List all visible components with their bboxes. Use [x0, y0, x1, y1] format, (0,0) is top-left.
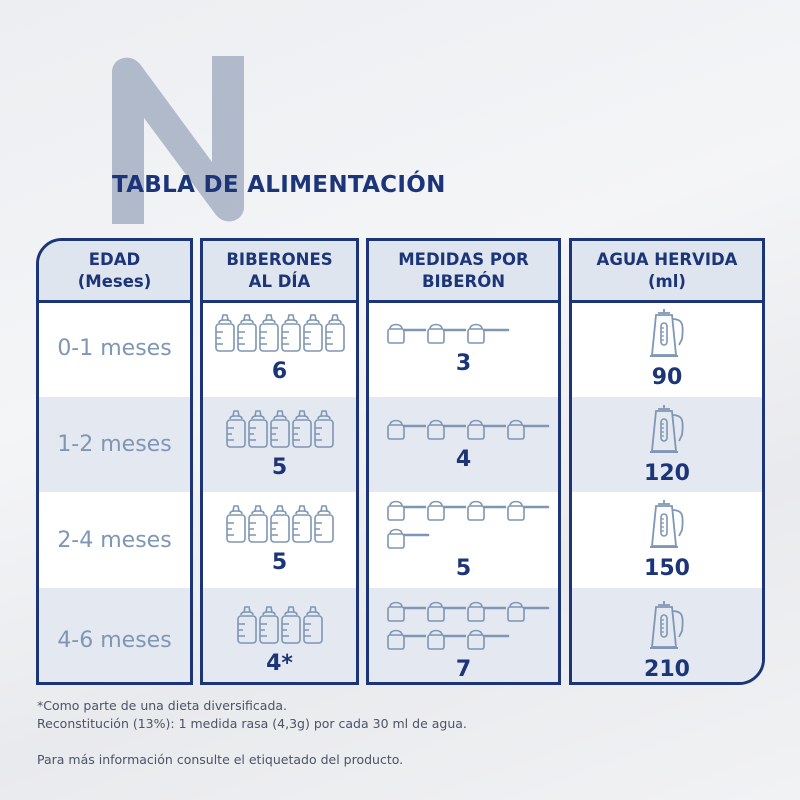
- age-label: 4-6 meses: [57, 628, 172, 653]
- water-ml: 150: [644, 556, 690, 581]
- table-cell: 3: [369, 300, 558, 397]
- column-header: EDAD (Meses): [39, 241, 190, 303]
- footnote-label-info: Para más información consulte el etiquet…: [37, 752, 404, 767]
- measuring-scoop-icon: [386, 417, 427, 445]
- table-cell: 5: [369, 492, 558, 588]
- age-label: 0-1 meses: [57, 336, 172, 361]
- measuring-scoop-icon: [506, 417, 552, 445]
- measuring-scoop-icon: [426, 627, 467, 655]
- column-header: AGUA HERVIDA (ml): [572, 241, 762, 303]
- bottles-per-day: 4*: [266, 650, 293, 676]
- table-cell: 1-2 meses: [39, 397, 190, 492]
- baby-bottle-icon: [324, 313, 346, 357]
- column-bottles: BIBERONES AL DÍA 6 5 5 4*: [200, 238, 359, 685]
- baby-bottle-icon: [247, 409, 269, 453]
- footnote-reconstitution: Reconstitución (13%): 1 medida rasa (4,3…: [37, 716, 467, 731]
- bottles-per-day: 6: [271, 358, 288, 384]
- column-header: MEDIDAS POR BIBERÓN: [369, 241, 558, 303]
- water-ml: 120: [644, 460, 690, 486]
- baby-bottle-icon: [302, 605, 324, 649]
- table-cell: 4: [369, 397, 558, 492]
- measuring-scoop-icon: [386, 498, 427, 526]
- measuring-scoop-icon: [386, 627, 427, 655]
- measuring-scoop-icon: [506, 599, 552, 627]
- brand-logo-letter: [112, 56, 244, 224]
- table-cell: 4*: [203, 588, 356, 682]
- measuring-scoop-icon: [466, 627, 512, 655]
- table-cell: 5: [203, 492, 356, 588]
- bottles-per-day: 5: [271, 454, 288, 480]
- baby-bottle-icon: [225, 504, 247, 548]
- measuring-scoop-icon: [386, 599, 427, 627]
- kettle-icon: [644, 599, 690, 655]
- water-ml: 210: [644, 656, 690, 682]
- scoops-per-bottle: 4: [455, 446, 472, 472]
- age-label: 1-2 meses: [57, 432, 172, 457]
- table-cell: 4-6 meses: [39, 588, 190, 682]
- column-water: AGUA HERVIDA (ml) 90 120 150 210: [569, 238, 765, 685]
- kettle-icon: [644, 307, 690, 363]
- bottles-per-day: 5: [271, 550, 288, 575]
- table-cell: 150: [572, 492, 762, 588]
- measuring-scoop-icon: [426, 498, 467, 526]
- scoops-per-bottle: 5: [455, 556, 472, 581]
- baby-bottle-icon: [214, 313, 236, 357]
- measuring-scoop-icon: [506, 498, 552, 526]
- measuring-scoop-icon: [466, 321, 512, 349]
- baby-bottle-icon: [247, 504, 269, 548]
- column-age: EDAD (Meses) 0-1 meses 1-2 meses 2-4 meses 4…: [36, 238, 193, 685]
- baby-bottle-icon: [269, 504, 291, 548]
- baby-bottle-icon: [313, 409, 335, 453]
- measuring-scoop-icon: [466, 498, 507, 526]
- water-ml: 90: [651, 364, 683, 390]
- kettle-icon: [644, 498, 690, 554]
- kettle-icon: [644, 403, 690, 459]
- column-header: BIBERONES AL DÍA: [203, 241, 356, 303]
- baby-bottle-icon: [302, 313, 324, 357]
- baby-bottle-icon: [225, 409, 247, 453]
- measuring-scoop-icon: [386, 526, 432, 554]
- measuring-scoop-icon: [426, 417, 467, 445]
- page-title: TABLA DE ALIMENTACIÓN: [112, 172, 446, 198]
- baby-bottle-icon: [313, 504, 335, 548]
- table-cell: 210: [572, 588, 762, 682]
- baby-bottle-icon: [258, 605, 280, 649]
- baby-bottle-icon: [269, 409, 291, 453]
- table-cell: 2-4 meses: [39, 492, 190, 588]
- table-cell: 0-1 meses: [39, 300, 190, 397]
- baby-bottle-icon: [236, 313, 258, 357]
- scoops-per-bottle: 3: [455, 350, 472, 376]
- measuring-scoop-icon: [466, 417, 507, 445]
- baby-bottle-icon: [291, 409, 313, 453]
- baby-bottle-icon: [280, 313, 302, 357]
- measuring-scoop-icon: [386, 321, 427, 349]
- baby-bottle-icon: [280, 605, 302, 649]
- baby-bottle-icon: [236, 605, 258, 649]
- table-cell: 5: [203, 397, 356, 492]
- footnote-diet: *Como parte de una dieta diversificada.: [37, 698, 288, 713]
- measuring-scoop-icon: [466, 599, 507, 627]
- baby-bottle-icon: [291, 504, 313, 548]
- age-label: 2-4 meses: [57, 527, 172, 553]
- column-scoops: MEDIDAS POR BIBERÓN 3 4 5 7: [366, 238, 561, 685]
- measuring-scoop-icon: [426, 321, 467, 349]
- baby-bottle-icon: [258, 313, 280, 357]
- measuring-scoop-icon: [426, 599, 467, 627]
- table-cell: 120: [572, 397, 762, 492]
- table-cell: 7: [369, 588, 558, 682]
- table-cell: 6: [203, 300, 356, 397]
- table-cell: 90: [572, 300, 762, 397]
- scoops-per-bottle: 7: [455, 656, 472, 682]
